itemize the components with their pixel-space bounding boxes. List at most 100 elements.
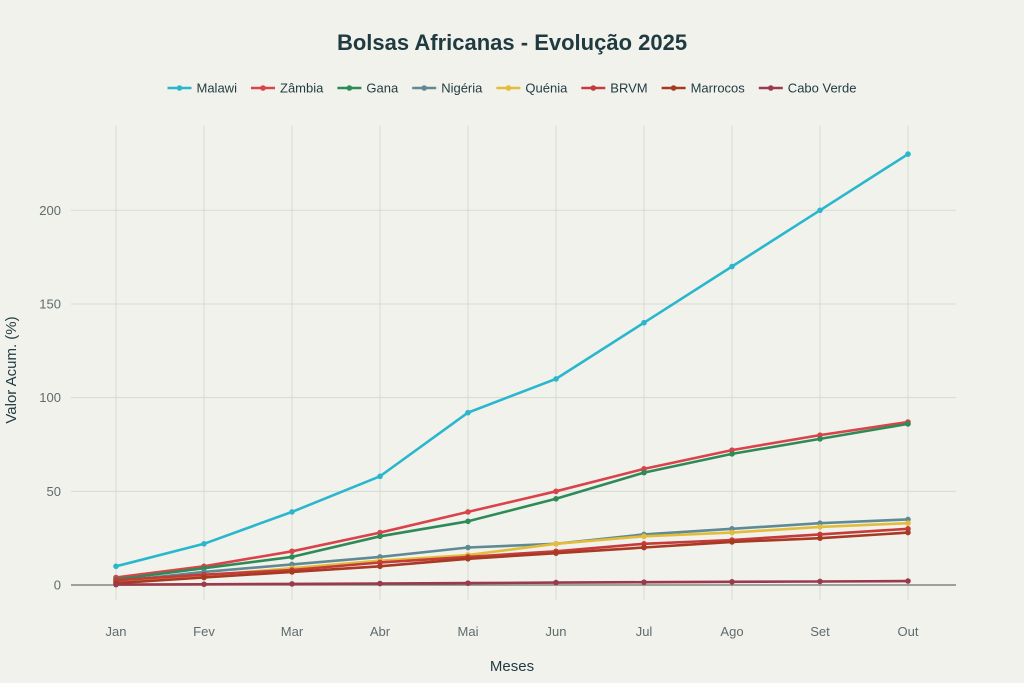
data-point	[377, 533, 383, 540]
data-point	[817, 524, 823, 530]
series-line	[114, 518, 910, 583]
data-point	[465, 509, 471, 515]
data-point	[465, 555, 471, 562]
legend-swatch-marker	[176, 85, 183, 91]
legend-item[interactable]: Malawi	[167, 81, 238, 96]
grid	[71, 126, 956, 600]
legend-swatch-marker	[670, 85, 677, 91]
data-point	[905, 421, 911, 427]
data-point	[817, 436, 823, 442]
data-point	[289, 548, 295, 555]
series-line	[114, 531, 910, 585]
data-point	[201, 581, 207, 588]
data-point	[553, 376, 559, 382]
data-point	[817, 207, 823, 214]
data-point	[465, 518, 471, 525]
data-point	[641, 319, 647, 326]
legend-item[interactable]: Zâmbia	[251, 81, 324, 96]
data-point	[729, 451, 735, 457]
legend-item[interactable]: Gana	[337, 81, 399, 96]
y-tick-label: 100	[39, 390, 61, 405]
data-point	[553, 540, 559, 547]
legend-label: Cabo Verde	[788, 81, 857, 96]
data-point	[817, 578, 823, 585]
series-line	[114, 527, 910, 582]
legend-swatch-marker	[421, 85, 427, 91]
series-line	[114, 152, 910, 568]
series-marrocos	[113, 529, 911, 586]
data-point	[201, 540, 207, 547]
data-point	[289, 581, 295, 587]
legend-item[interactable]: Quénia	[496, 81, 568, 96]
data-point	[553, 488, 559, 495]
x-tick-label: Jul	[636, 624, 653, 639]
data-point	[641, 533, 647, 540]
data-point	[553, 496, 559, 502]
x-tick-label: Mar	[281, 624, 304, 639]
legend-swatch-marker	[590, 85, 597, 91]
legend-item[interactable]: Nigéria	[412, 81, 483, 96]
legend-item[interactable]: BRVM	[581, 81, 648, 96]
series-malawi	[113, 151, 911, 570]
x-tick-label: Jan	[106, 624, 127, 639]
y-tick-label: 50	[47, 484, 61, 499]
data-point	[905, 578, 911, 584]
data-point	[729, 579, 735, 585]
data-point	[905, 529, 911, 536]
data-point	[377, 580, 383, 587]
data-point	[465, 580, 471, 586]
y-axis: 0 50 100 150 200	[39, 203, 61, 593]
legend: Malawi Zâmbia Gana Nigéria Quénia BRVM Marroco…	[167, 81, 857, 96]
x-tick-label: Ago	[720, 624, 743, 639]
legend-swatch-marker	[260, 85, 266, 91]
data-point	[817, 535, 823, 541]
legend-label: BRVM	[610, 81, 647, 96]
legend-label: Gana	[366, 81, 399, 96]
data-point	[641, 544, 647, 551]
legend-label: Quénia	[525, 81, 568, 96]
legend-item[interactable]: Marrocos	[661, 81, 746, 96]
legend-swatch-marker	[346, 85, 353, 91]
series-group	[113, 151, 911, 588]
legend-label: Marrocos	[691, 81, 746, 96]
data-point	[289, 569, 295, 575]
x-tick-label: Mai	[458, 624, 479, 639]
x-axis: Jan Fev Mar Abr Mai Jun Jul Ago Set Out	[106, 624, 919, 639]
x-tick-label: Abr	[370, 624, 391, 639]
data-point	[289, 554, 295, 560]
series-cabo-verde	[113, 578, 911, 588]
x-axis-title: Meses	[490, 658, 534, 675]
data-point	[729, 529, 735, 536]
x-tick-label: Jun	[546, 624, 567, 639]
legend-label: Malawi	[197, 81, 238, 96]
legend-item[interactable]: Cabo Verde	[758, 81, 857, 96]
legend-label: Zâmbia	[280, 81, 324, 96]
series-line	[114, 420, 910, 579]
data-point	[553, 550, 559, 556]
data-point	[377, 563, 383, 570]
legend-label: Nigéria	[441, 81, 483, 96]
y-tick-label: 150	[39, 296, 61, 311]
legend-swatch-marker	[768, 85, 774, 91]
data-point	[729, 263, 735, 270]
data-point	[201, 574, 207, 581]
data-point	[905, 151, 911, 157]
data-point	[729, 539, 735, 545]
data-point	[465, 409, 471, 416]
x-tick-label: Out	[898, 624, 919, 639]
data-point	[905, 520, 911, 526]
data-point	[113, 563, 119, 570]
y-tick-label: 200	[39, 203, 61, 218]
data-point	[553, 579, 559, 586]
data-point	[641, 469, 647, 476]
data-point	[465, 544, 471, 551]
series-line	[114, 579, 910, 586]
data-point	[641, 579, 647, 586]
data-point	[289, 509, 295, 515]
data-point	[113, 581, 119, 588]
series-line	[114, 422, 910, 581]
data-point	[377, 473, 383, 480]
y-tick-label: 0	[54, 578, 61, 593]
x-tick-label: Set	[810, 624, 830, 639]
